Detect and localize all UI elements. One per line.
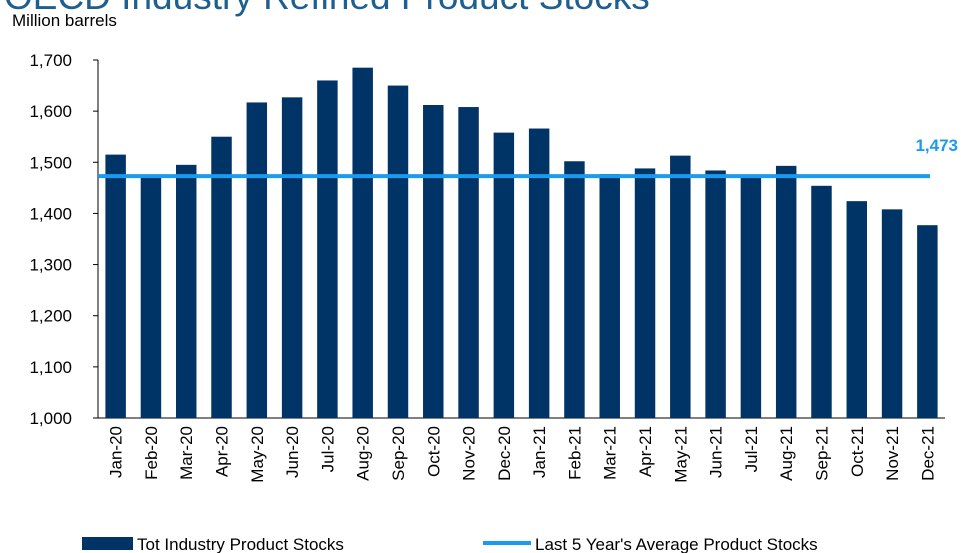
bar: [140, 177, 162, 418]
x-tick-label: Jun-21: [707, 426, 726, 478]
bar: [634, 168, 656, 418]
bar: [775, 165, 797, 418]
x-tick-label: Apr-21: [636, 426, 655, 477]
legend-swatch: [82, 537, 133, 550]
x-tick-label: Jun-20: [283, 426, 302, 478]
x-tick-label: Apr-20: [213, 426, 232, 477]
bar: [811, 185, 832, 418]
bar: [175, 164, 197, 418]
bar: [423, 105, 444, 419]
average-label: 1,473: [915, 136, 958, 155]
bar: [881, 209, 903, 418]
bar: [387, 85, 409, 419]
x-tick-label: Aug-20: [354, 426, 373, 481]
bar: [846, 201, 868, 418]
x-tick-label: Aug-21: [777, 426, 796, 481]
bar: [528, 128, 550, 418]
bar: [564, 161, 585, 418]
chart-title: OECD Industry Refined Product Stocks: [4, 0, 650, 17]
x-tick-label: Dec-21: [918, 426, 937, 481]
bar: [317, 80, 338, 418]
bar: [705, 170, 726, 418]
x-tick-label: Nov-20: [460, 426, 479, 481]
bar: [599, 174, 620, 418]
x-tick-label: Jan-21: [530, 426, 549, 478]
y-tick-label: 1,400: [29, 204, 72, 223]
bar: [493, 132, 515, 418]
y-tick-label: 1,200: [29, 307, 72, 326]
x-tick-label: Oct-21: [848, 426, 867, 477]
x-tick-label: Oct-20: [424, 426, 443, 477]
bar: [458, 107, 479, 419]
y-tick-label: 1,600: [29, 102, 72, 121]
bar: [246, 102, 268, 418]
bar: [670, 155, 691, 418]
bar: [917, 225, 938, 418]
x-tick-label: Sep-20: [389, 426, 408, 481]
x-tick-label: Jul-20: [318, 426, 337, 472]
x-tick-label: Feb-21: [565, 426, 584, 480]
y-tick-label: 1,700: [29, 51, 72, 70]
x-tick-label: Mar-20: [177, 426, 196, 480]
y-tick-label: 1,300: [29, 256, 72, 275]
y-tick-label: 1,100: [29, 358, 72, 377]
y-tick-label: 1,000: [29, 409, 72, 428]
y-tick-label: 1,500: [29, 153, 72, 172]
bar: [281, 97, 303, 418]
x-tick-label: Nov-21: [883, 426, 902, 481]
y-axis-label: Million barrels: [12, 11, 117, 30]
x-tick-label: Sep-21: [812, 426, 831, 481]
x-tick-label: Mar-21: [601, 426, 620, 480]
bar: [105, 154, 126, 418]
legend-label: Tot Industry Product Stocks: [137, 535, 344, 553]
x-tick-label: Feb-20: [142, 426, 161, 480]
x-tick-label: May-20: [248, 426, 267, 483]
bar: [211, 136, 232, 418]
bar: [740, 176, 762, 418]
x-tick-label: May-21: [671, 426, 690, 483]
x-tick-label: Jan-20: [107, 426, 126, 478]
bar: [352, 67, 373, 419]
legend-label: Last 5 Year's Average Product Stocks: [535, 535, 818, 553]
x-tick-label: Dec-20: [495, 426, 514, 481]
x-tick-label: Jul-21: [742, 426, 761, 472]
